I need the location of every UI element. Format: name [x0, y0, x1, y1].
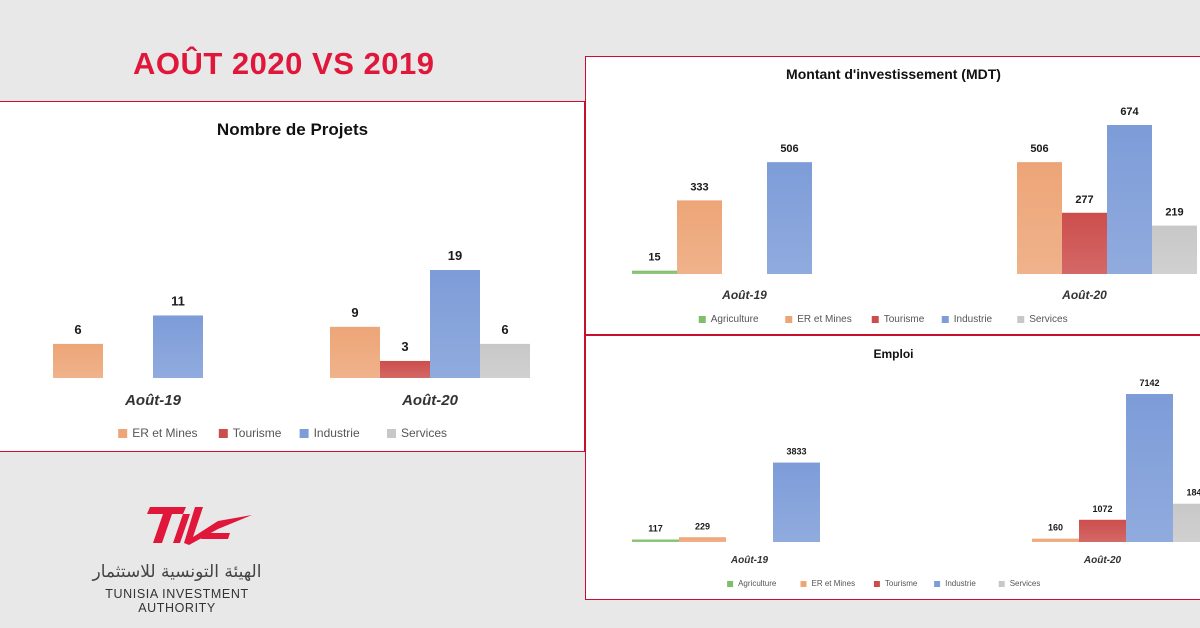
emploi-legend-swatch-er-et-mines	[800, 581, 807, 587]
chart-panel-nombre-projets: Nombre de Projets 6 11 Août-19 9 3 19 6 Août-20 E…	[0, 101, 585, 452]
emploi-value-label: 1072	[1092, 504, 1112, 514]
montant-d-investissement-mdt-legend-swatch-er-et-mines	[785, 316, 793, 323]
montant-d-investissement-mdt-value-label: 219	[1165, 207, 1183, 219]
nombre-de-projets-legend-label-services: Services	[401, 426, 447, 440]
montant-d-investissement-mdt-legend-label-industrie: Industrie	[954, 314, 993, 325]
nombre-de-projets-title: Nombre de Projets	[217, 120, 368, 139]
nombre-de-projets-bar-industrie-aout-20	[430, 270, 480, 378]
emploi-legend-label-industrie: Industrie	[945, 579, 976, 588]
montant-d-investissement-mdt-category-label: Août-19	[721, 288, 767, 302]
emploi-legend-swatch-agriculture	[727, 581, 734, 587]
montant-d-investissement-mdt-category-label: Août-20	[1061, 288, 1107, 302]
nombre-de-projets-bar-industrie-aout-19	[153, 315, 203, 378]
nombre-de-projets-bar-er-et-mines-aout-20	[330, 326, 380, 378]
montant-d-investissement-mdt-legend-swatch-services	[1017, 316, 1025, 323]
montant-d-investissement-mdt-legend-swatch-tourisme	[871, 316, 879, 323]
emploi-legend-label-services: Services	[1010, 579, 1041, 588]
emploi-legend-label-agriculture: Agriculture	[738, 579, 777, 588]
montant-d-investissement-mdt-legend-swatch-industrie	[941, 316, 949, 323]
montant-d-investissement-mdt-title: Montant d'investissement (MDT)	[786, 66, 1001, 82]
montant-d-investissement-mdt-bar-er-et-mines-aout-20	[1017, 162, 1062, 274]
emploi-bar-er-et-mines-aout-19	[679, 537, 726, 542]
emploi-bar-industrie-aout-20	[1126, 394, 1173, 542]
emploi-category-label: Août-20	[1083, 555, 1122, 566]
emploi-legend-label-tourisme: Tourisme	[885, 579, 918, 588]
nombre-de-projets-category-label: Août-20	[401, 392, 458, 409]
nombre-de-projets-value-label: 6	[74, 322, 81, 337]
emploi-bar-tourisme-aout-20	[1079, 519, 1126, 542]
nombre-de-projets-value-label: 3	[401, 339, 408, 354]
montant-d-investissement-mdt-value-label: 674	[1120, 106, 1139, 118]
montant-d-investissement-mdt-legend-label-agriculture: Agriculture	[711, 314, 759, 325]
emploi-bar-industrie-aout-19	[773, 462, 820, 542]
emploi-legend-swatch-services	[998, 581, 1005, 587]
emploi-value-label: 3833	[786, 447, 806, 457]
montant-d-investissement-mdt-bar-agriculture-aout-19	[632, 270, 677, 274]
montant-d-investissement-mdt-value-label: 506	[780, 143, 798, 155]
nombre-de-projets-bar-er-et-mines-aout-19	[53, 343, 103, 378]
montant-d-investissement-mdt-bar-services-aout-20	[1152, 225, 1197, 274]
nombre-de-projets-legend-swatch-services	[387, 429, 396, 438]
montant-d-investissement-mdt-value-label: 277	[1075, 194, 1093, 206]
chart-nombre-projets: Nombre de Projets 6 11 Août-19 9 3 19 6 Août-20 E…	[53, 120, 530, 440]
nombre-de-projets-legend-label-tourisme: Tourisme	[233, 426, 282, 440]
montant-d-investissement-mdt-value-label: 333	[690, 181, 708, 193]
montant-d-investissement-mdt-bar-tourisme-aout-20	[1062, 212, 1107, 274]
chart-montant-investissement: Montant d'investissement (MDT) 15 333 506 Ao…	[632, 66, 1197, 325]
emploi-bar-agriculture-aout-19	[632, 539, 679, 542]
nombre-de-projets-legend-swatch-tourisme	[218, 429, 228, 438]
montant-d-investissement-mdt-value-label: 506	[1030, 143, 1048, 155]
nombre-de-projets-legend-label-er-et-mines: ER et Mines	[132, 426, 197, 440]
chart-emploi: Emploi 117 229 3833 Août-19 160 1072 7142 1847 Ao…	[632, 347, 1200, 588]
chart-panel-emploi: Emploi 117 229 3833 Août-19 160 1072 7142 1847 Ao…	[585, 335, 1200, 600]
chart-panel-montant-investissement: Montant d'investissement (MDT) 15 333 506 Ao…	[585, 56, 1200, 335]
nombre-de-projets-value-label: 19	[448, 248, 462, 263]
emploi-value-label: 229	[695, 521, 710, 531]
emploi-value-label: 7142	[1139, 378, 1159, 388]
emploi-category-label: Août-19	[730, 555, 769, 566]
logo-english-name: TUNISIA INVESTMENT AUTHORITY	[105, 587, 249, 615]
emploi-title: Emploi	[873, 347, 913, 361]
emploi-value-label: 160	[1048, 523, 1063, 533]
emploi-value-label: 117	[648, 524, 663, 534]
montant-d-investissement-mdt-bar-industrie-aout-19	[767, 162, 812, 274]
nombre-de-projets-category-label: Août-19	[124, 392, 181, 409]
montant-d-investissement-mdt-value-label: 15	[648, 252, 660, 264]
nombre-de-projets-bar-tourisme-aout-20	[380, 360, 430, 378]
emploi-bar-er-et-mines-aout-20	[1032, 538, 1079, 542]
emploi-legend-swatch-industrie	[934, 581, 941, 587]
montant-d-investissement-mdt-legend-label-tourisme: Tourisme	[884, 314, 925, 325]
montant-d-investissement-mdt-bar-industrie-aout-20	[1107, 125, 1152, 274]
montant-d-investissement-mdt-legend-label-er-et-mines: ER et Mines	[797, 314, 851, 325]
montant-d-investissement-mdt-legend-swatch-agriculture	[698, 316, 706, 323]
montant-d-investissement-mdt-legend-label-services: Services	[1029, 314, 1067, 325]
emploi-value-label: 1847	[1186, 488, 1200, 498]
nombre-de-projets-legend-label-industrie: Industrie	[314, 426, 360, 440]
emploi-legend-swatch-tourisme	[873, 581, 880, 587]
nombre-de-projets-value-label: 6	[501, 322, 508, 337]
nombre-de-projets-legend-swatch-industrie	[299, 429, 309, 438]
emploi-bar-services-aout-20	[1173, 503, 1200, 542]
nombre-de-projets-legend-swatch-er-et-mines	[118, 429, 128, 438]
nombre-de-projets-bar-services-aout-20	[480, 343, 530, 378]
nombre-de-projets-value-label: 11	[171, 293, 185, 308]
montant-d-investissement-mdt-bar-er-et-mines-aout-19	[677, 200, 722, 274]
nombre-de-projets-value-label: 9	[351, 305, 358, 320]
tia-logo-mark	[147, 507, 252, 545]
emploi-legend-label-er-et-mines: ER et Mines	[812, 579, 856, 588]
logo-arabic-name: الهيئة التونسية للاستثمار	[92, 562, 262, 582]
headline: AOÛT 2020 VS 2019	[133, 46, 435, 81]
